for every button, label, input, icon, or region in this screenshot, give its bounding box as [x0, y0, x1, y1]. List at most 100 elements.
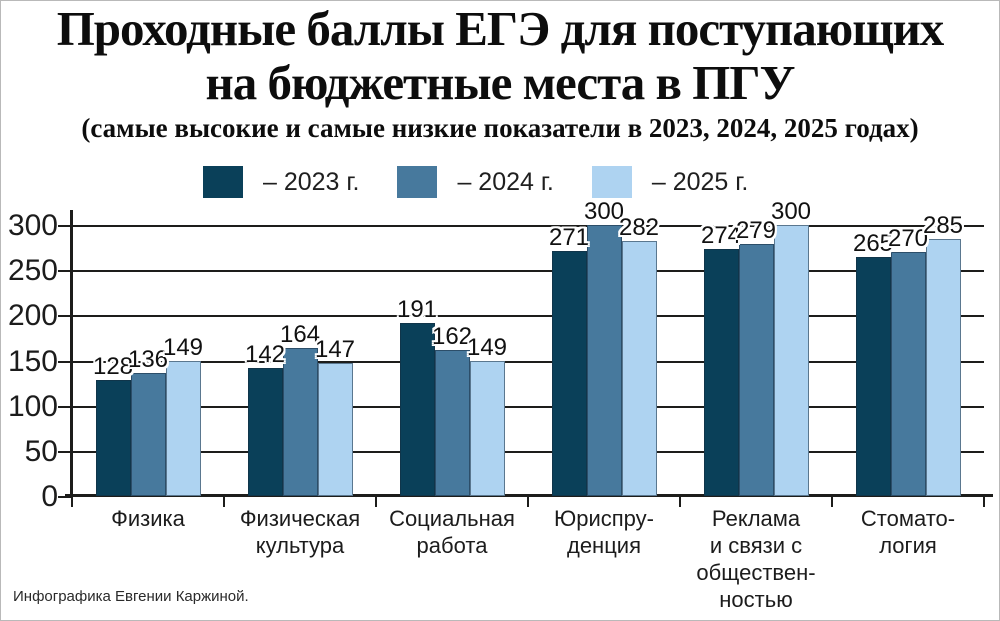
category-label-6: Стомато-логия	[832, 505, 984, 559]
legend-swatch-2023	[203, 166, 243, 198]
x-tick-2	[375, 497, 377, 507]
category-label-line: Юриспру-	[554, 506, 654, 531]
gridline-50	[72, 450, 984, 453]
bar-value-label: 265	[852, 229, 894, 257]
y-tick-200	[58, 315, 72, 318]
bar-value-label: 149	[162, 334, 204, 362]
bar-2025-2	[317, 363, 353, 496]
category-label-line: логия	[879, 533, 937, 558]
bar-value-label: 285	[922, 211, 964, 239]
category-label-line: Стомато-	[860, 506, 956, 531]
legend-label-2023: – 2023 г.	[263, 167, 360, 196]
y-tick-150	[58, 360, 72, 363]
y-tick-label-150: 150	[7, 344, 58, 378]
category-label-line: работа	[416, 533, 488, 558]
y-axis-labels: 0 50 100 150 200 250 300	[0, 209, 58, 513]
legend-item-2025: – 2025 г.	[591, 166, 749, 198]
gridline-300	[72, 225, 984, 227]
bar-value-label: 300	[770, 198, 812, 225]
bar-value-label: 136	[127, 346, 169, 374]
chart-title: Проходные баллы ЕГЭ для поступающих на б…	[0, 2, 1000, 110]
bar-value-label: 274	[700, 221, 742, 249]
bar-2024-1	[130, 373, 166, 496]
gridline-150	[72, 360, 984, 363]
y-tick-label-0: 0	[41, 480, 58, 513]
category-label-line: и связи с	[709, 533, 803, 558]
gridline-100	[72, 405, 984, 408]
legend-label-2025: – 2025 г.	[651, 167, 749, 196]
category-label-1: Физика	[72, 505, 224, 532]
category-label-line: денция	[566, 533, 642, 558]
category-label-line: ностью	[719, 587, 793, 612]
bar-value-label: 164	[279, 320, 321, 348]
bar-2025-3	[469, 361, 505, 496]
credit-text: Инфографика Евгении Каржиной.	[13, 588, 249, 605]
legend-swatch-2024	[397, 166, 438, 198]
category-label-line: Физическая	[239, 506, 361, 531]
category-label-line: обществен-	[696, 560, 816, 585]
bar-2024-5	[738, 243, 774, 496]
bar-2023-2	[247, 367, 283, 496]
bar-2024-6	[890, 252, 926, 496]
y-tick-300	[58, 225, 72, 227]
bar-2024-4	[586, 225, 622, 496]
category-label-4: Юриспру-денция	[528, 505, 680, 559]
gridline-250	[72, 270, 984, 273]
bar-value-label: 162	[431, 322, 473, 350]
bar-2025-6	[925, 238, 961, 496]
category-label-line: Физика	[111, 506, 185, 531]
legend-swatch-2025	[591, 166, 632, 198]
chart-title-line-2: на бюджетные места в ПГУ	[205, 55, 796, 110]
x-axis-line	[65, 494, 993, 497]
bar-value-label: 147	[314, 336, 356, 364]
bar-2024-3	[434, 349, 470, 496]
y-tick-label-250: 250	[7, 254, 58, 288]
y-axis-line	[70, 210, 73, 497]
category-label-line: Реклама	[711, 506, 801, 531]
bar-value-label: 300	[583, 198, 625, 225]
gridline-200	[72, 315, 984, 318]
x-tick-3	[527, 497, 529, 507]
bar-value-label: 142	[244, 340, 286, 368]
bar-value-label: 282	[618, 214, 660, 242]
plot-area: 128 142 191 271 274 265 136 164 162 300 279 270 149 1…	[58, 199, 993, 507]
y-tick-label-100: 100	[7, 389, 58, 423]
x-tick-6	[983, 497, 985, 507]
legend: – 2023 г. – 2024 г. – 2025 г.	[203, 166, 748, 198]
y-tick-label-50: 50	[24, 434, 58, 468]
bar-value-label: 128	[92, 353, 134, 381]
category-label-line: Социальная	[389, 506, 515, 531]
legend-item-2023: – 2023 г.	[203, 166, 359, 198]
x-tick-1	[223, 497, 225, 507]
legend-item-2024: – 2024 г.	[397, 166, 554, 198]
bar-2023-3	[399, 323, 435, 496]
bar-2023-1	[95, 380, 131, 496]
bar-value-label: 270	[887, 225, 929, 253]
bar-2023-6	[855, 256, 891, 496]
bar-value-label: 191	[396, 296, 438, 324]
category-label-line: культура	[255, 533, 345, 558]
bar-2024-2	[282, 347, 318, 496]
chart-subtitle: (самые высокие и самые низкие показатели…	[81, 113, 919, 143]
bar-value-label: 271	[548, 224, 590, 252]
y-tick-0	[58, 496, 72, 498]
x-tick-0	[71, 497, 73, 507]
chart-title-line-1: Проходные баллы ЕГЭ для поступающих	[56, 1, 945, 56]
bar-2023-5	[703, 248, 739, 496]
category-label-2: Физическая культура	[224, 505, 376, 559]
category-label-5: Реклама и связи с обществен-ностью	[680, 505, 832, 613]
bar-value-label: 279	[735, 216, 777, 244]
x-axis-labels: Физика Физическая культура Социальная работа…	[72, 505, 984, 621]
x-tick-4	[679, 497, 681, 507]
category-label-3: Социальная работа	[376, 505, 528, 559]
y-tick-label-200: 200	[7, 299, 58, 333]
bar-2023-4	[551, 251, 587, 496]
y-tick-label-300: 300	[7, 209, 58, 242]
legend-label-2024: – 2024 г.	[457, 167, 554, 196]
x-tick-5	[831, 497, 833, 507]
y-tick-50	[58, 450, 72, 453]
y-tick-100	[58, 405, 72, 408]
bar-2025-1	[165, 361, 201, 496]
bar-2025-4	[621, 241, 657, 496]
